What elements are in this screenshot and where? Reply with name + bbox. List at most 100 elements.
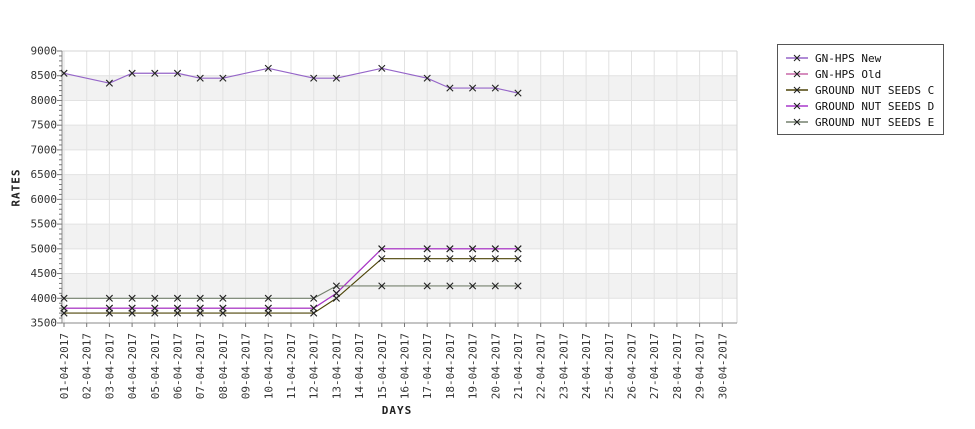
- plot-band: [62, 100, 737, 126]
- x-tick-label: 10-04-2017: [262, 333, 275, 399]
- plot-band: [62, 149, 737, 175]
- x-tick-label: 30-04-2017: [716, 333, 729, 399]
- y-tick-label: 7000: [31, 143, 58, 156]
- marker-x: [514, 245, 522, 253]
- legend-label-ground-nut-seeds-d: GROUND NUT SEEDS D: [815, 99, 935, 113]
- plot-band: [62, 125, 737, 150]
- legend-item-ground-nut-seeds-d: GROUND NUT SEEDS D: [785, 98, 934, 114]
- x-tick-label: 08-04-2017: [217, 333, 230, 399]
- marker-x: [332, 74, 340, 82]
- x-tick-label: 15-04-2017: [376, 333, 389, 399]
- marker-x: [310, 294, 318, 302]
- marker-x: [491, 255, 499, 263]
- chart-legend: GN-HPS New GN-HPS Old GROUND NUT SEEDS C GR…: [777, 44, 945, 135]
- marker-x: [105, 294, 113, 302]
- marker-x: [378, 282, 386, 290]
- marker-x: [151, 294, 159, 302]
- x-tick-label: 28-04-2017: [671, 333, 684, 399]
- marker-x: [105, 304, 113, 312]
- marker-x: [469, 245, 477, 253]
- plot-band: [62, 224, 737, 249]
- marker-x: [469, 84, 477, 92]
- marker-x: [446, 282, 454, 290]
- plot-band: [62, 174, 737, 200]
- marker-x: [60, 69, 68, 77]
- marker-x: [469, 255, 477, 263]
- y-tick-label: 8000: [31, 94, 58, 107]
- x-tick-label: 27-04-2017: [648, 333, 661, 399]
- legend-label-ground-nut-seeds-e: GROUND NUT SEEDS E: [815, 115, 935, 129]
- marker-x: [491, 245, 499, 253]
- x-tick-label: 22-04-2017: [535, 333, 548, 399]
- marker-x: [514, 255, 522, 263]
- x-tick-label: 06-04-2017: [172, 333, 185, 399]
- marker-x: [105, 79, 113, 87]
- marker-x: [446, 84, 454, 92]
- y-tick-label: 5000: [31, 242, 58, 255]
- marker-x: [332, 282, 340, 290]
- marker-x: [423, 74, 431, 82]
- x-tick-label: 24-04-2017: [580, 333, 593, 399]
- marker-x: [423, 245, 431, 253]
- legend-label-gn-hps-new: GN-HPS New: [815, 51, 882, 65]
- x-tick-label: 09-04-2017: [240, 333, 253, 399]
- marker-x: [196, 304, 204, 312]
- legend-item-gn-hps-old: GN-HPS Old: [785, 66, 934, 82]
- x-tick-label: 02-04-2017: [81, 333, 94, 399]
- plot-band: [62, 248, 737, 274]
- x-tick-label: 11-04-2017: [285, 333, 298, 399]
- legend-item-ground-nut-seeds-e: GROUND NUT SEEDS E: [785, 114, 934, 130]
- x-tick-label: 19-04-2017: [467, 333, 480, 399]
- series-line-ground-nut-seeds-d: [64, 248, 518, 309]
- y-tick-label: 7500: [31, 119, 58, 132]
- x-tick-label: 23-04-2017: [557, 333, 570, 399]
- marker-x: [491, 282, 499, 290]
- marker-x: [219, 304, 227, 312]
- y-tick-label: 9000: [31, 45, 58, 58]
- plot-band: [62, 199, 737, 225]
- x-tick-label: 12-04-2017: [308, 333, 321, 399]
- marker-x: [151, 304, 159, 312]
- y-tick-label: 6500: [31, 168, 58, 181]
- y-tick-label: 3500: [31, 317, 58, 330]
- legend-label-gn-hps-old: GN-HPS Old: [815, 67, 882, 81]
- legend-item-ground-nut-seeds-c: GROUND NUT SEEDS C: [785, 82, 934, 98]
- marker-x: [310, 74, 318, 82]
- marker-x: [514, 282, 522, 290]
- marker-x: [60, 294, 68, 302]
- marker-x: [173, 294, 182, 302]
- legend-label-ground-nut-seeds-c: GROUND NUT SEEDS C: [815, 83, 935, 97]
- marker-x: [264, 304, 272, 312]
- marker-x: [219, 294, 227, 302]
- series-line-gn-hps-new: [63, 67, 519, 94]
- marker-x: [196, 74, 204, 82]
- legend-item-gn-hps-new: GN-HPS New: [785, 50, 934, 66]
- series-line-ground-nut-seeds-c: [64, 258, 518, 314]
- y-tick-label: 8500: [31, 69, 58, 82]
- marker-x: [423, 282, 431, 290]
- x-tick-label: 14-04-2017: [353, 333, 366, 399]
- x-tick-label: 25-04-2017: [603, 333, 616, 399]
- plot-band: [62, 75, 737, 101]
- x-tick-label: 26-04-2017: [626, 333, 639, 399]
- x-tick-label: 03-04-2017: [103, 333, 116, 399]
- legend-swatch-ground-nut-seeds-d: [786, 102, 808, 110]
- x-tick-label: 05-04-2017: [149, 333, 162, 399]
- y-tick-label: 5500: [31, 218, 58, 231]
- y-axis-title: RATES: [9, 168, 23, 207]
- marker-x: [219, 74, 227, 82]
- marker-x: [60, 304, 68, 312]
- x-tick-label: 20-04-2017: [489, 333, 502, 399]
- legend-swatch-ground-nut-seeds-e: [786, 118, 808, 126]
- marker-x: [469, 282, 477, 290]
- x-tick-label: 29-04-2017: [694, 333, 707, 399]
- marker-x: [196, 294, 204, 302]
- marker-x: [151, 69, 159, 77]
- marker-x: [423, 255, 431, 263]
- marker-x: [378, 245, 386, 253]
- marker-x: [173, 69, 182, 77]
- legend-swatch-gn-hps-new: [786, 54, 808, 62]
- marker-x: [491, 84, 499, 92]
